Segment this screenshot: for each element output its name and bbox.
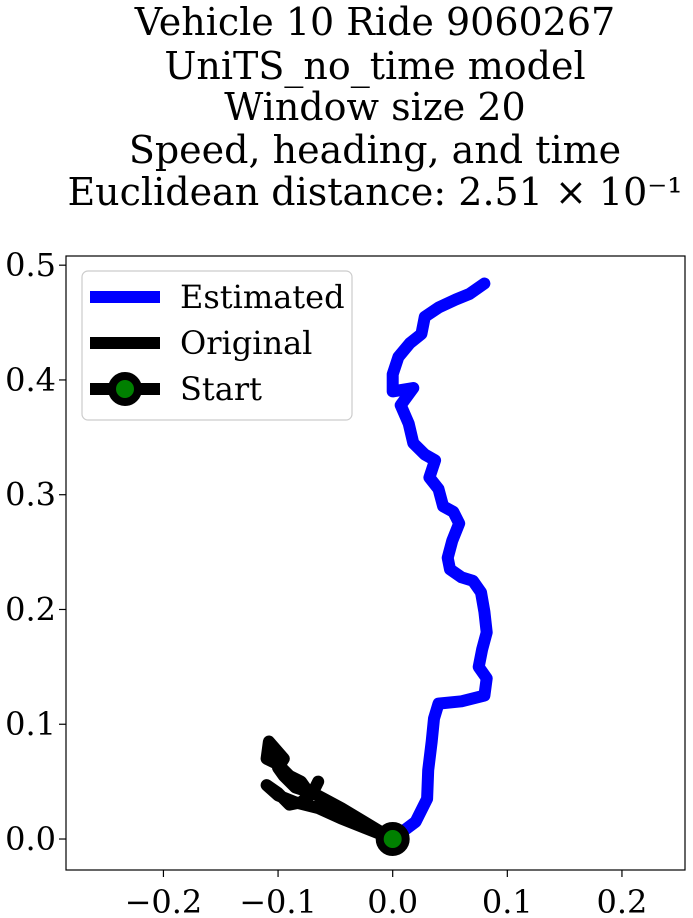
x-axis: −0.2 −0.1 0.0 0.1 0.2 bbox=[125, 870, 648, 918]
title-line-5: Euclidean distance: 2.51 × 10⁻¹ bbox=[67, 170, 682, 214]
series-original-line bbox=[260, 735, 399, 845]
x-tick-label: 0.0 bbox=[367, 883, 418, 918]
chart-title: Vehicle 10 Ride 9060267 UniTS_no_time mo… bbox=[67, 0, 682, 214]
y-tick-label: 0.0 bbox=[5, 820, 56, 858]
series-estimated-line bbox=[386, 277, 493, 845]
y-tick-label: 0.3 bbox=[5, 476, 56, 514]
title-line-1: Vehicle 10 Ride 9060267 bbox=[134, 0, 615, 44]
x-tick-label: 0.1 bbox=[482, 883, 533, 918]
legend-estimated-label: Estimated bbox=[180, 278, 345, 316]
x-tick-label: −0.2 bbox=[125, 883, 203, 918]
x-tick-label: 0.2 bbox=[597, 883, 648, 918]
y-tick-label: 0.1 bbox=[5, 705, 56, 743]
title-line-2: UniTS_no_time model bbox=[164, 44, 585, 89]
title-line-3: Window size 20 bbox=[224, 85, 525, 129]
x-tick-label: −0.1 bbox=[239, 883, 317, 918]
y-tick-label: 0.2 bbox=[5, 590, 56, 628]
series-layer bbox=[260, 277, 493, 857]
legend-box bbox=[81, 270, 353, 421]
y-tick-label: 0.4 bbox=[5, 361, 56, 399]
start-marker bbox=[375, 822, 410, 857]
legend-start-marker bbox=[108, 372, 142, 406]
y-axis: 0.0 0.1 0.2 0.3 0.4 0.5 bbox=[5, 246, 66, 858]
y-tick-label: 0.5 bbox=[5, 246, 56, 284]
legend-start-label: Start bbox=[180, 370, 262, 408]
legend: Estimated Original Start bbox=[81, 270, 353, 421]
legend-original-label: Original bbox=[180, 324, 312, 362]
title-line-4: Speed, heading, and time bbox=[129, 128, 621, 172]
